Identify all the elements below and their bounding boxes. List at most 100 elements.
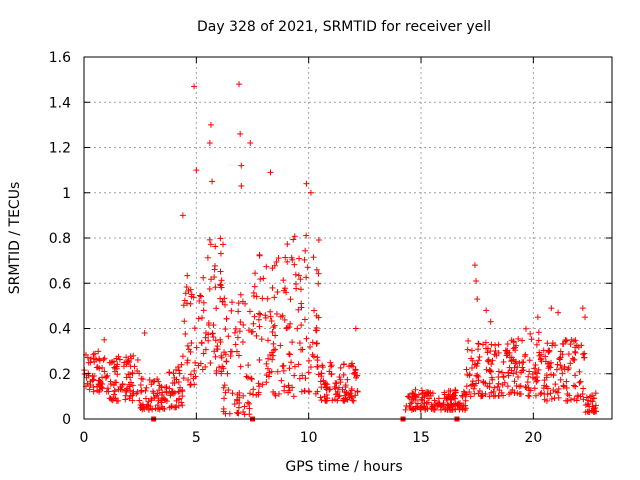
x-tick-label: 5 — [192, 430, 201, 446]
data-point — [212, 353, 219, 360]
data-point — [269, 356, 276, 363]
data-point — [418, 396, 425, 403]
data-point — [249, 328, 256, 335]
data-point — [475, 377, 482, 384]
data-point — [323, 384, 330, 391]
data-point — [196, 297, 203, 304]
data-point — [271, 294, 278, 301]
data-point — [293, 285, 300, 292]
data-point — [179, 212, 186, 219]
data-point — [113, 379, 120, 386]
data-point — [232, 341, 239, 348]
data-point — [248, 375, 255, 382]
data-point — [285, 389, 292, 396]
data-point — [136, 397, 143, 404]
data-point — [184, 342, 191, 349]
data-point — [166, 385, 173, 392]
data-point — [572, 383, 579, 390]
data-point — [313, 266, 320, 273]
data-point — [129, 382, 136, 389]
data-point — [303, 232, 310, 239]
data-point — [90, 376, 97, 383]
data-point — [471, 262, 478, 269]
data-point — [431, 397, 438, 404]
data-point — [191, 83, 198, 90]
data-point — [320, 377, 327, 384]
data-point — [352, 325, 359, 332]
data-point — [162, 384, 169, 391]
data-point — [263, 263, 270, 270]
data-point — [582, 314, 589, 321]
data-point — [534, 314, 541, 321]
data-point — [212, 243, 219, 250]
data-point — [555, 309, 562, 316]
data-point — [240, 392, 247, 399]
data-point — [99, 374, 106, 381]
data-point — [129, 392, 136, 399]
data-points — [81, 81, 600, 422]
data-point — [273, 310, 280, 317]
data-point — [472, 361, 479, 368]
data-point — [175, 402, 182, 409]
data-point — [222, 351, 229, 358]
data-point — [245, 327, 252, 334]
data-point — [280, 362, 287, 369]
data-point — [191, 325, 198, 332]
data-point — [576, 379, 583, 386]
data-point — [176, 370, 183, 377]
data-point — [414, 404, 421, 411]
data-point — [543, 372, 550, 379]
data-point — [106, 359, 113, 366]
data-point — [236, 328, 243, 335]
data-point — [309, 339, 316, 346]
data-point — [150, 388, 157, 395]
data-point — [488, 341, 495, 348]
data-point — [253, 332, 260, 339]
data-point — [220, 241, 227, 248]
data-point — [476, 387, 483, 394]
data-point — [528, 336, 535, 343]
data-point — [452, 405, 459, 412]
data-point — [349, 360, 356, 367]
x-tick-label: 10 — [300, 430, 318, 446]
data-point — [101, 355, 108, 362]
data-point — [580, 396, 587, 403]
data-point — [179, 353, 186, 360]
data-point — [143, 384, 150, 391]
data-point — [217, 281, 224, 288]
data-point — [211, 348, 218, 355]
data-point — [508, 358, 515, 365]
data-point — [328, 362, 335, 369]
data-point — [573, 342, 580, 349]
data-point — [263, 360, 270, 367]
data-point — [469, 378, 476, 385]
data-point — [223, 358, 230, 365]
data-point — [502, 347, 509, 354]
data-point — [134, 356, 141, 363]
data-point — [354, 372, 361, 379]
data-point — [327, 363, 334, 370]
data-point — [411, 392, 418, 399]
data-point — [187, 348, 194, 355]
data-point — [464, 346, 471, 353]
data-point — [91, 358, 98, 365]
data-point — [243, 373, 250, 380]
y-tick-label: 1.2 — [49, 141, 71, 157]
data-point — [407, 400, 414, 407]
data-point — [246, 405, 253, 412]
data-point — [298, 322, 305, 329]
data-point — [124, 385, 131, 392]
data-point — [530, 374, 537, 381]
data-point — [180, 302, 187, 309]
data-point — [193, 167, 200, 174]
data-point — [237, 130, 244, 137]
data-point — [580, 351, 587, 358]
data-point — [557, 362, 564, 369]
data-point — [255, 316, 262, 323]
data-point — [337, 364, 344, 371]
data-point — [142, 387, 149, 394]
data-point — [589, 398, 596, 405]
data-point — [579, 305, 586, 312]
data-point — [463, 391, 470, 398]
data-point — [236, 389, 243, 396]
